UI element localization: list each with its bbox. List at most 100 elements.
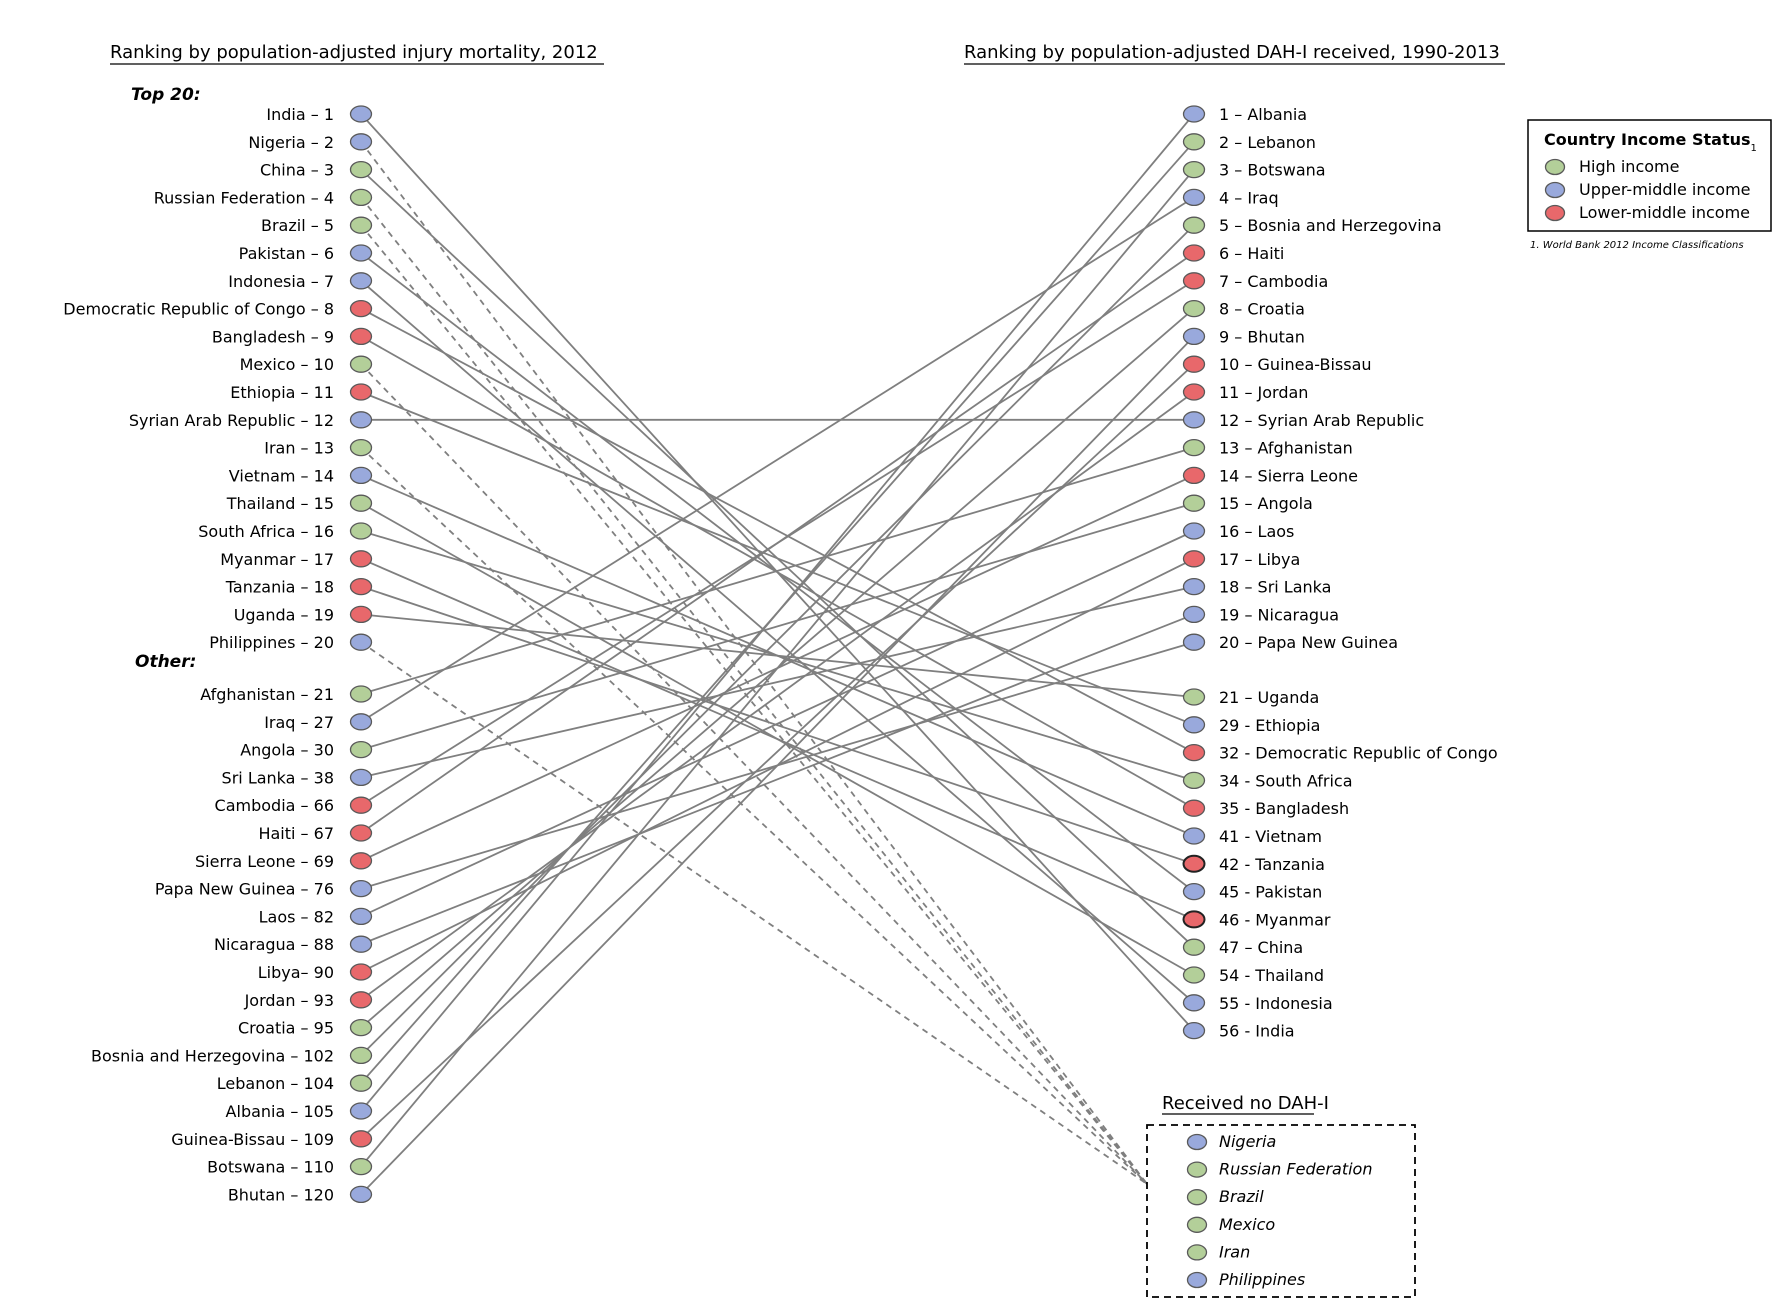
right-label-rank-15: 15 – Angola (1219, 494, 1313, 513)
right-label-rank-8: 8 – Croatia (1219, 300, 1305, 319)
left-label-thailand: Thailand – 15 (226, 494, 334, 513)
left-node-guinea (349, 1130, 373, 1148)
right-label-rank-34: 34 - South Africa (1219, 771, 1353, 790)
right-node-rank-19 (1182, 605, 1206, 624)
left-label-albania: Albania – 105 (226, 1102, 334, 1121)
right-label-rank-11: 11 – Jordan (1219, 383, 1308, 402)
connection-lines (360, 113, 1195, 1196)
right-label-rank-3: 3 – Botswana (1219, 161, 1326, 180)
right-node-rank-13 (1182, 438, 1206, 457)
right-node-rank-11 (1182, 383, 1206, 401)
right-node-rank-45 (1182, 882, 1206, 901)
right-node-rank-1 (1182, 105, 1206, 123)
left-node-nicaragua (349, 935, 373, 953)
legend-label-upper-middle-income: Upper-middle income (1579, 180, 1751, 199)
no-dah-title: Received no DAH-I (1162, 1093, 1329, 1114)
link-iraq (360, 196, 1195, 723)
left-label-nicaragua: Nicaragua – 88 (214, 935, 334, 954)
left-node-bhutan (349, 1185, 373, 1204)
left-node-democratic-republic-of-congo (349, 299, 373, 318)
left-label-afghanistan: Afghanistan – 21 (200, 685, 334, 704)
right-label-rank-32: 32 - Democratic Republic of Congo (1219, 744, 1498, 763)
no-dah-box (1146, 1124, 1416, 1298)
right-label-rank-17: 17 – Libya (1219, 550, 1300, 569)
left-label-nigeria: Nigeria – 2 (248, 133, 334, 152)
left-node-tanzania (349, 577, 373, 596)
no-dah-node-iran (1186, 1244, 1208, 1261)
left-label-iran: Iran – 13 (264, 439, 334, 458)
left-node-bosnia-and-herzegovina (349, 1046, 373, 1065)
right-label-rank-42: 42 - Tanzania (1219, 855, 1325, 874)
right-node-rank-42 (1182, 854, 1206, 873)
right-node-rank-21 (1182, 688, 1206, 706)
no-dah-label-mexico: Mexico (1219, 1215, 1275, 1234)
right-column-title: Ranking by population-adjusted DAH-I rec… (964, 42, 1500, 63)
right-node-rank-3 (1182, 160, 1206, 179)
right-label-rank-10: 10 – Guinea-Bissau (1219, 355, 1372, 374)
right-node-rank-35 (1182, 799, 1206, 817)
right-label-rank-16: 16 – Laos (1219, 522, 1294, 541)
right-label-rank-29: 29 - Ethiopia (1219, 716, 1320, 735)
left-node-botswana (349, 1157, 373, 1176)
link-myanmar (360, 557, 1195, 921)
right-label-rank-54: 54 - Thailand (1219, 966, 1324, 985)
left-node-philippines (349, 633, 373, 651)
left-label-democratic-republic-of-congo: Democratic Republic of Congo – 8 (63, 300, 334, 319)
left-node-papa-new-guinea (349, 879, 373, 898)
left-node-russian-federation (349, 188, 373, 207)
link-russian-federation (360, 196, 1148, 1185)
link-laos (360, 530, 1195, 918)
right-node-rank-9 (1182, 327, 1206, 346)
left-node-thailand (349, 494, 373, 512)
link-bosnia-and-herzegovina (360, 224, 1195, 1057)
left-node-croatia (349, 1018, 373, 1037)
left-node-pakistan (349, 244, 373, 262)
left-label-china: China – 3 (260, 161, 334, 180)
left-label-sierra-leone: Sierra Leone – 69 (195, 852, 334, 871)
no-dah-label-nigeria: Nigeria (1219, 1132, 1276, 1151)
left-node-angola (349, 740, 373, 759)
left-node-jordan (349, 991, 373, 1009)
left-ranking-column: India – 1 Nigeria – 2 China – 3 Russian Fed… (63, 105, 373, 1204)
right-node-rank-34 (1182, 771, 1206, 790)
legend-title: Country Income Status1 (1544, 130, 1757, 154)
legend-swatch-lower-middle-income (1544, 204, 1566, 222)
left-label-cambodia: Cambodia – 66 (215, 796, 334, 815)
right-node-rank-47 (1182, 938, 1206, 956)
right-label-rank-45: 45 - Pakistan (1219, 883, 1322, 902)
right-node-rank-15 (1182, 494, 1206, 512)
left-label-libya: Libya– 90 (258, 963, 334, 982)
link-sri-lanka (360, 585, 1195, 779)
no-dah-label-philippines: Philippines (1219, 1270, 1305, 1289)
no-dah-label-russian-federation: Russian Federation (1219, 1160, 1372, 1179)
left-node-libya (349, 963, 373, 981)
right-node-rank-41 (1182, 827, 1206, 845)
link-tanzania (360, 585, 1195, 865)
left-node-iraq (349, 713, 373, 731)
left-node-sierra-leone (349, 852, 373, 870)
right-node-rank-17 (1182, 550, 1206, 568)
left-label-bosnia-and-herzegovina: Bosnia and Herzegovina – 102 (91, 1046, 334, 1065)
no-dah-node-mexico (1186, 1216, 1208, 1233)
link-jordan (360, 391, 1195, 1001)
left-label-brazil: Brazil – 5 (261, 216, 334, 235)
right-node-rank-5 (1182, 216, 1206, 234)
left-node-south-africa (349, 522, 373, 540)
left-label-india: India – 1 (266, 105, 334, 124)
right-label-rank-2: 2 – Lebanon (1219, 133, 1316, 152)
left-label-sri-lanka: Sri Lanka – 38 (222, 768, 334, 787)
right-node-rank-8 (1182, 299, 1206, 318)
link-albania (360, 113, 1195, 1112)
right-node-rank-6 (1182, 244, 1206, 262)
left-label-myanmar: Myanmar – 17 (220, 550, 334, 569)
right-node-rank-10 (1182, 355, 1206, 373)
legend-label-lower-middle-income: Lower-middle income (1579, 203, 1750, 222)
no-dah-items: Nigeria Russian Federation Brazil Mexico Ira… (1186, 1132, 1372, 1289)
right-label-rank-20: 20 – Papa New Guinea (1219, 633, 1398, 652)
right-label-rank-1: 1 – Albania (1219, 105, 1307, 124)
right-node-rank-20 (1182, 633, 1206, 651)
legend-swatch-high-income (1544, 158, 1566, 176)
left-node-vietnam (349, 466, 373, 485)
legend-footnote: 1. World Bank 2012 Income Classification… (1530, 240, 1744, 251)
